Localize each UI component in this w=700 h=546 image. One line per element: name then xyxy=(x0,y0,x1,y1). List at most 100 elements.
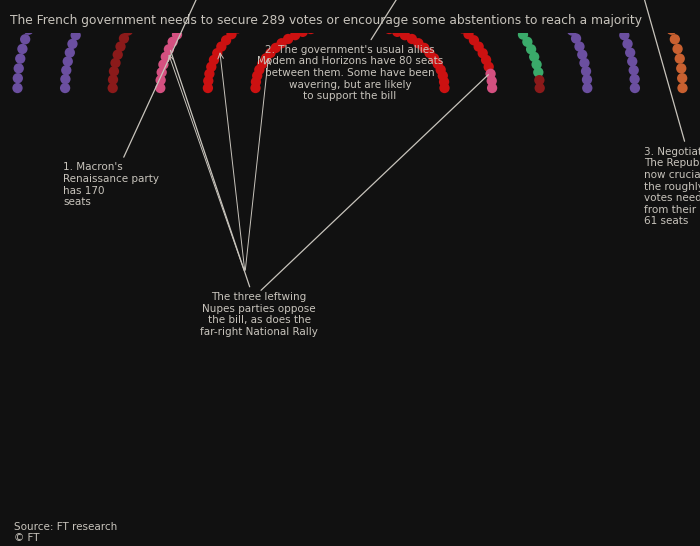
Point xyxy=(574,42,585,51)
Point xyxy=(112,50,123,59)
Point xyxy=(500,10,512,19)
Point xyxy=(158,60,169,69)
Point xyxy=(413,39,424,48)
Point xyxy=(270,1,281,9)
Point xyxy=(662,16,673,25)
Point xyxy=(220,36,232,45)
Point xyxy=(424,49,435,57)
Point xyxy=(167,38,178,46)
Point xyxy=(176,23,188,32)
Point xyxy=(331,20,342,28)
Point xyxy=(419,44,430,52)
Point xyxy=(12,74,23,82)
Point xyxy=(435,66,447,74)
Point xyxy=(676,64,687,73)
Point xyxy=(545,0,556,5)
Point xyxy=(534,84,545,92)
Point xyxy=(160,52,172,61)
Point xyxy=(677,74,688,82)
Point xyxy=(12,84,23,92)
Point xyxy=(23,25,34,34)
Point xyxy=(155,84,166,92)
Point xyxy=(60,84,71,92)
Point xyxy=(251,78,262,86)
Point xyxy=(512,23,524,32)
Point xyxy=(619,31,630,40)
Point xyxy=(144,0,155,5)
Point xyxy=(32,7,43,15)
Point xyxy=(533,68,544,76)
Point xyxy=(262,4,273,13)
Point xyxy=(163,45,174,54)
Point xyxy=(657,7,668,15)
Point xyxy=(122,26,134,35)
Point xyxy=(202,0,214,6)
Point xyxy=(392,27,403,36)
Text: The three leftwing
Nupes parties oppose
the bill, as does the
far-right National: The three leftwing Nupes parties oppose … xyxy=(171,50,318,337)
Point xyxy=(70,31,81,40)
Point xyxy=(473,42,484,51)
Point xyxy=(438,78,449,86)
Point xyxy=(188,10,199,19)
Point xyxy=(367,21,378,29)
Point xyxy=(270,44,281,52)
Point xyxy=(531,60,542,69)
Point xyxy=(435,9,447,17)
Point xyxy=(257,60,268,68)
Point xyxy=(172,30,183,39)
Point xyxy=(265,49,276,57)
Point xyxy=(15,54,26,63)
Point xyxy=(522,38,533,46)
Point xyxy=(457,24,468,33)
Point xyxy=(628,66,639,75)
Point xyxy=(439,84,450,92)
Point xyxy=(78,14,90,23)
Text: Source: FT research
© FT: Source: FT research © FT xyxy=(14,521,118,543)
Point xyxy=(110,58,121,67)
Text: 2. The government's usual allies
Modem and Horizons have 80 seats
between them. : 2. The government's usual allies Modem a… xyxy=(257,0,579,101)
Point xyxy=(677,84,688,92)
Point xyxy=(289,0,300,3)
Point xyxy=(606,6,617,15)
Point xyxy=(260,54,272,63)
Text: 1. Macron's
Renaissance party
has 170
seats: 1. Macron's Renaissance party has 170 se… xyxy=(63,0,255,207)
Point xyxy=(74,22,85,31)
Point xyxy=(486,84,498,92)
Point xyxy=(64,48,76,57)
Point xyxy=(358,20,369,28)
Point xyxy=(279,0,290,5)
Point xyxy=(209,56,220,64)
Point xyxy=(314,22,325,31)
Point xyxy=(107,84,118,92)
Point xyxy=(239,19,250,27)
Point xyxy=(203,76,214,85)
Point xyxy=(322,21,333,29)
Point xyxy=(556,11,568,20)
Point xyxy=(61,66,72,75)
Point xyxy=(155,76,166,85)
Point xyxy=(652,0,664,6)
Point xyxy=(577,50,588,59)
Point xyxy=(601,0,612,7)
Point xyxy=(132,11,144,20)
Point xyxy=(83,6,94,15)
Point xyxy=(443,14,454,22)
Point xyxy=(250,84,261,92)
Point xyxy=(400,0,411,3)
Point xyxy=(534,76,545,85)
Point xyxy=(305,25,316,33)
Point xyxy=(485,69,496,78)
Point xyxy=(507,16,518,25)
Point xyxy=(450,19,461,27)
Point xyxy=(204,69,215,78)
Point xyxy=(118,34,130,43)
Point xyxy=(624,48,636,57)
Point xyxy=(629,84,641,92)
Point xyxy=(195,3,206,12)
Point xyxy=(156,68,167,76)
Point xyxy=(226,30,237,39)
Point xyxy=(27,16,38,25)
Point xyxy=(610,14,622,23)
Point xyxy=(251,72,262,80)
Point xyxy=(399,31,410,39)
